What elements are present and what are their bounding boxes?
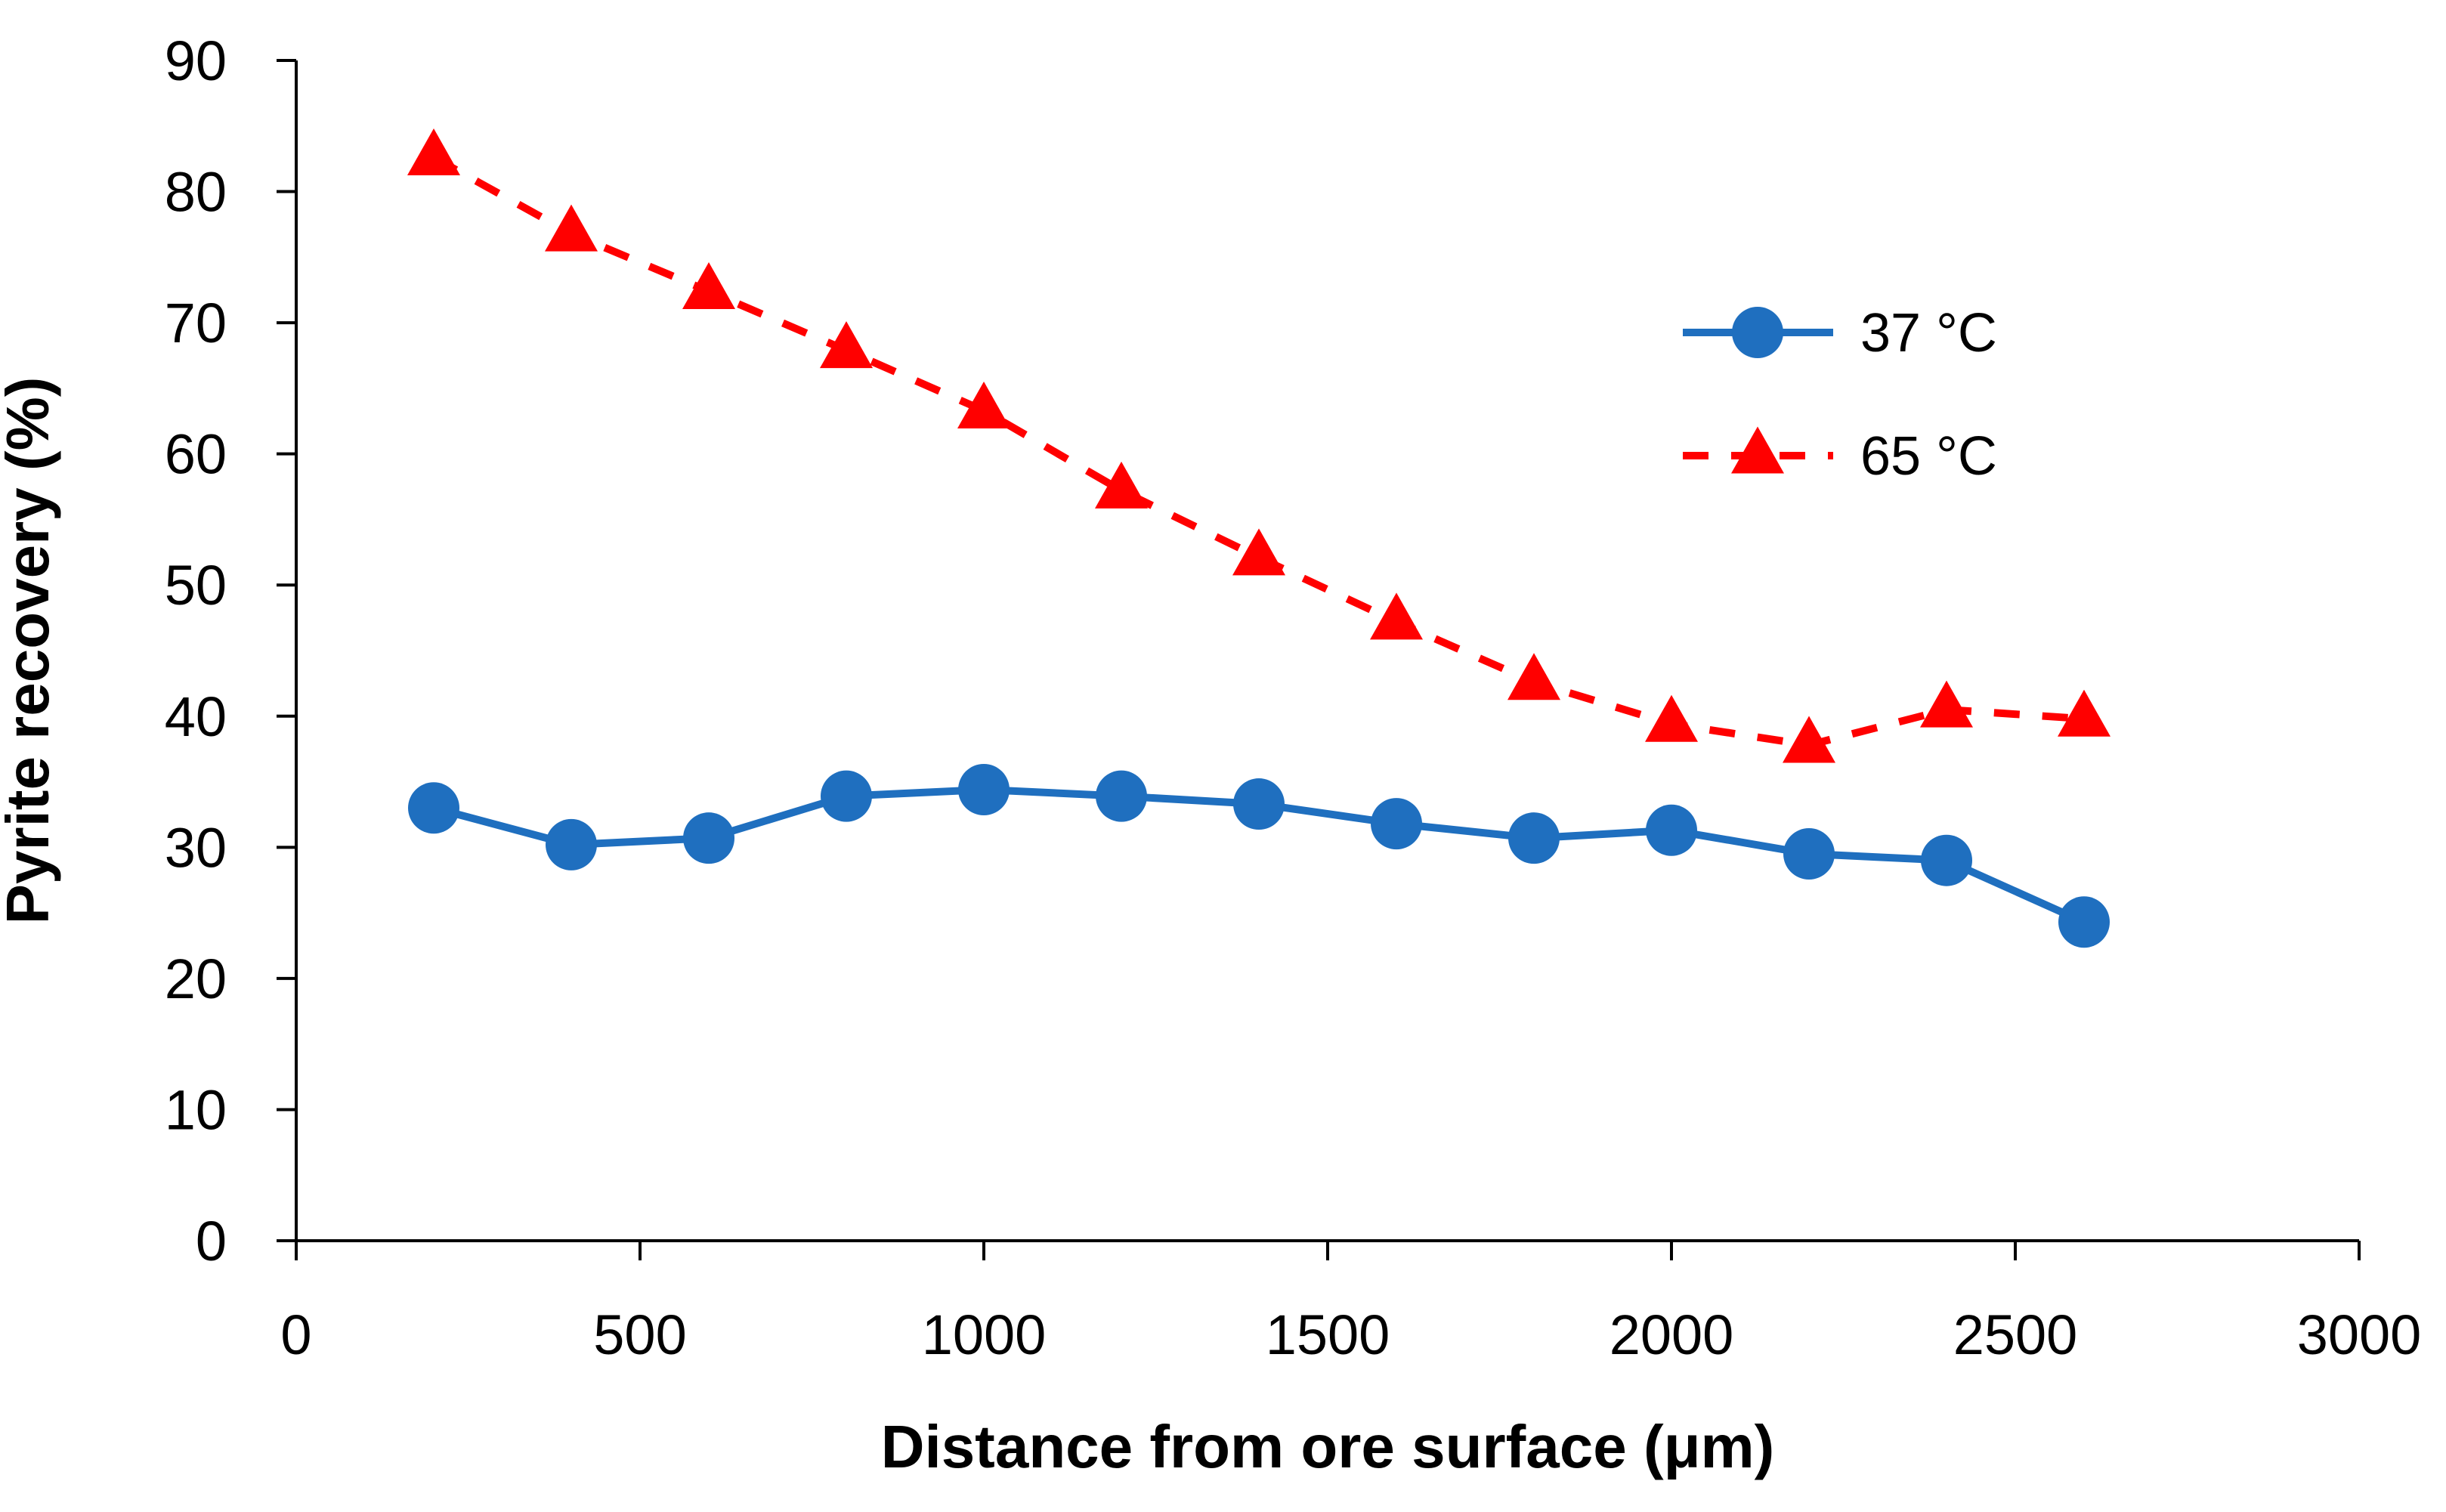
legend-marker	[1732, 307, 1783, 358]
data-point	[683, 812, 734, 864]
data-point	[546, 818, 597, 870]
series-2	[407, 128, 2110, 763]
y-tick-label: 10	[165, 1078, 227, 1141]
data-point	[1232, 528, 1285, 576]
y-tick-label: 30	[165, 816, 227, 879]
data-point	[1783, 828, 1835, 880]
series-1	[408, 763, 2110, 948]
x-tick-label: 3000	[2297, 1303, 2422, 1366]
data-point	[1096, 770, 1147, 822]
y-tick-label: 0	[196, 1210, 227, 1272]
series-line	[431, 154, 2085, 749]
series-layer	[407, 128, 2110, 948]
x-tick-label: 1500	[1266, 1303, 1390, 1366]
legend: 37 °C 65 °C	[1683, 303, 1997, 487]
data-point	[1233, 778, 1285, 830]
legend-marker	[1731, 426, 1784, 474]
data-point	[1095, 461, 1148, 509]
x-axis-title: Distance from ore surface (μm)	[881, 1413, 1775, 1480]
legend-label: 65 °C	[1860, 426, 1997, 487]
y-tick-label: 80	[165, 161, 227, 224]
data-point	[545, 204, 598, 252]
y-tick-label: 20	[165, 948, 227, 1010]
y-axis-title: Pyrite recovery (%)	[0, 377, 61, 925]
data-point	[2058, 896, 2110, 948]
data-point	[1783, 716, 1835, 763]
data-point	[682, 262, 735, 310]
y-tick-label: 90	[165, 29, 227, 92]
data-point	[1508, 812, 1560, 864]
x-tick-label: 0	[280, 1303, 311, 1366]
data-point	[1645, 694, 1698, 742]
x-tick-label: 500	[593, 1303, 686, 1366]
y-tick-label: 40	[165, 685, 227, 748]
data-point	[821, 770, 872, 822]
data-point	[408, 782, 459, 834]
data-point	[1920, 680, 1973, 728]
data-point	[1646, 804, 1697, 856]
data-point	[2058, 689, 2110, 737]
data-point	[407, 128, 460, 175]
x-tick-label: 2500	[1953, 1303, 2078, 1366]
data-point	[958, 763, 1010, 815]
data-point	[1371, 798, 1422, 850]
data-point	[820, 321, 873, 369]
data-point	[1370, 592, 1423, 640]
data-point	[1507, 653, 1560, 700]
x-tick-label: 1000	[922, 1303, 1047, 1366]
data-point	[1921, 834, 1972, 886]
data-point	[957, 381, 1010, 428]
y-tick-label: 50	[165, 554, 227, 617]
legend-item: 37 °C	[1683, 303, 1997, 363]
y-tick-label: 60	[165, 423, 227, 486]
x-tick-label: 2000	[1610, 1303, 1734, 1366]
y-tick-label: 70	[165, 292, 227, 354]
axes: 0 10 20 30 40 50 60 70 80 90 0 500 1000 1500 2000 2500 3…	[165, 29, 2422, 1366]
legend-label: 37 °C	[1860, 303, 1997, 363]
legend-item: 65 °C	[1683, 426, 1997, 487]
